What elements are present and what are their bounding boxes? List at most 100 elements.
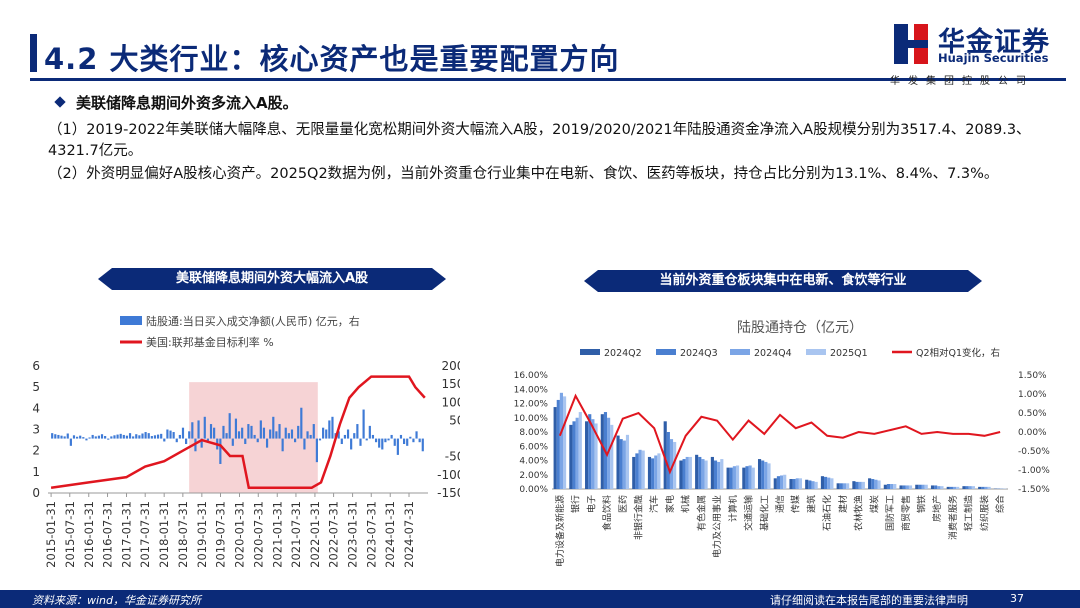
x-tick-label-15: 2022-07-31 [327, 501, 341, 568]
flow-bar [290, 429, 294, 439]
y-right-tick-0: -1.50% [1018, 485, 1050, 495]
holding-bar [704, 460, 708, 489]
flow-bar [107, 438, 110, 440]
x-tick-label-12: 2021-01-31 [270, 501, 284, 568]
flow-bar [303, 438, 306, 450]
holding-bar [946, 486, 950, 489]
holding-bar [695, 454, 699, 489]
flow-bar [356, 424, 359, 439]
x-tick-label-2: 2016-01-31 [82, 501, 96, 568]
x-tick-label-0: 2015-01-31 [44, 501, 58, 568]
fed-rate-line [50, 375, 426, 489]
category-label-21: 国防军工 [884, 495, 896, 531]
flow-bar [125, 435, 129, 439]
holding-bar [820, 476, 825, 489]
flow-bar [368, 425, 371, 439]
x-tick-label-14: 2022-01-31 [308, 501, 322, 568]
flow-bar [241, 427, 244, 439]
flow-bar [76, 436, 79, 439]
holding-bar [761, 460, 765, 489]
holding-bar [651, 458, 655, 489]
holding-bar [978, 486, 982, 489]
holding-bar [918, 484, 922, 489]
y-left-tick-4: 8.00% [519, 428, 548, 438]
x-tick-label-17: 2023-07-31 [364, 501, 378, 568]
flow-bar [259, 420, 262, 439]
flow-bar [228, 413, 231, 439]
flow-bar [191, 422, 194, 439]
holding-bar [569, 424, 573, 489]
flow-bar [141, 433, 144, 439]
holding-bar [729, 467, 733, 489]
holding-bar [965, 486, 969, 489]
holding-bar [905, 485, 909, 489]
holding-bar [921, 484, 925, 489]
flow-bar [82, 437, 85, 439]
category-label-8: 机械 [680, 495, 692, 513]
flow-bar [169, 430, 172, 439]
category-label-27: 纺织服装 [978, 495, 990, 531]
flow-bar [418, 438, 421, 443]
flow-bar [315, 438, 318, 463]
legend-label-3: 2025Q1 [830, 348, 868, 359]
legend-swatch-2 [730, 349, 750, 355]
holding-bar [688, 456, 692, 489]
legend-label-0: 2024Q2 [604, 348, 642, 359]
flow-bar [381, 438, 384, 450]
flow-bar [225, 433, 228, 439]
holding-bar [710, 456, 714, 489]
flow-bar [322, 427, 325, 439]
flow-bar [219, 438, 222, 464]
holding-bar [893, 484, 897, 489]
flow-bar [188, 431, 191, 439]
x-tick-label-3: 2016-07-31 [101, 501, 115, 568]
flow-bar [278, 424, 281, 439]
y-left-tick-2: 4.00% [519, 457, 548, 467]
footer-disclaimer: 请仔细阅读在本报告尾部的重要法律声明 [770, 594, 968, 607]
flow-bar [244, 438, 247, 445]
category-label-18: 建材 [837, 495, 849, 513]
y-right-tick-0: -1500 [437, 486, 460, 500]
holding-bar [874, 479, 878, 489]
holding-bar [902, 485, 906, 489]
category-label-16: 建筑 [805, 495, 817, 513]
holding-bar [563, 396, 567, 489]
holding-bar [616, 435, 620, 489]
footer-bar [0, 590, 1080, 608]
x-tick-label-9: 2019-07-31 [214, 501, 228, 568]
holding-bar [713, 460, 718, 489]
flow-bar [340, 438, 343, 445]
category-label-24: 房地产 [931, 495, 943, 522]
flow-bar [328, 420, 331, 439]
flow-bar [350, 438, 353, 450]
y-left-tick-5: 5 [32, 380, 40, 394]
flow-bar [197, 420, 200, 439]
chart2-title: 当前外资重仓板块集中在电新、食饮等行业 [584, 270, 982, 292]
paragraph-2: （2）外资明显偏好A股核心资产。2025Q2数据为例，当前外资重仓行业集中在电新… [48, 166, 999, 182]
flow-bar [178, 434, 181, 439]
holding-bar [792, 479, 796, 489]
holding-bar [805, 479, 809, 489]
holding-bar [987, 486, 991, 489]
holding-bar [663, 421, 667, 489]
logo-en: Huajin Securities [938, 51, 1049, 65]
y-left-tick-6: 6 [32, 359, 40, 373]
category-label-13: 基础化工 [758, 495, 770, 531]
flow-bar [399, 434, 403, 439]
holding-bar [846, 483, 850, 489]
flow-bar [318, 438, 322, 441]
y-left-tick-5: 10.00% [514, 414, 549, 424]
holding-bar [625, 434, 630, 489]
holding-bar [783, 474, 787, 489]
category-label-12: 交通运输 [743, 495, 755, 531]
flow-bar [160, 433, 163, 439]
flow-bar [147, 433, 150, 439]
category-label-20: 煤炭 [868, 495, 880, 513]
y-left-tick-8: 16.00% [514, 371, 549, 381]
flow-bar [231, 438, 234, 446]
flow-bar [281, 438, 284, 452]
flow-bar [312, 424, 315, 439]
y-left-tick-3: 3 [32, 423, 40, 437]
holding-bar [698, 456, 702, 489]
holding-bar [915, 484, 919, 489]
